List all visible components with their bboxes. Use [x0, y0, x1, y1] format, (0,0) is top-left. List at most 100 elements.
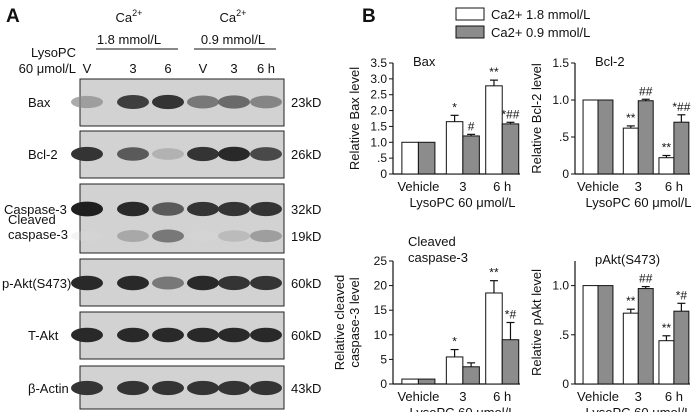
blot-band [152, 229, 184, 243]
blot-box [71, 130, 285, 179]
blot-band [152, 148, 184, 160]
blot-band [218, 146, 250, 162]
bar-ca-09 [637, 288, 654, 385]
blot-band [117, 95, 149, 109]
x-tick-label: 6 h [493, 179, 511, 194]
blot-band [152, 94, 184, 110]
lane-label: 3 [129, 61, 136, 76]
significance-mark: ** [662, 321, 672, 335]
y-axis-label: Relative Bax level [347, 67, 362, 170]
blot-band [218, 201, 250, 217]
x-tick-label: Vehicle [397, 389, 439, 404]
blot-band [250, 380, 282, 396]
y-tick-label: 15 [374, 303, 388, 317]
bar-ca-18 [401, 378, 419, 385]
blot-band [117, 380, 149, 396]
blot-band [218, 327, 250, 343]
y-tick-label: 0 [380, 377, 387, 391]
lane-label: 6 h [257, 61, 275, 76]
bar-ca-09 [462, 366, 480, 385]
group-conc-0: 1.8 mmol/L [97, 32, 161, 47]
x-tick-label: 3 [459, 389, 466, 404]
x-tick-label: 3 [459, 179, 466, 194]
x-tick-label: 6 h [665, 389, 683, 404]
chart-title-line1: Cleaved [408, 234, 456, 249]
treatment-label-2: 60 μmol/L [19, 61, 76, 76]
blot-band [187, 275, 219, 291]
x-tick-label: Vehicle [577, 389, 619, 404]
row-size: 19kD [291, 229, 321, 244]
y-tick-label: 5 [380, 352, 387, 366]
blot-membrane [79, 183, 285, 254]
x-tick-label: Vehicle [577, 179, 619, 194]
row-label: Bax [28, 95, 51, 110]
bar-ca-09 [673, 121, 690, 175]
blot-band [250, 229, 282, 243]
ion-charge: 2+ [236, 8, 246, 18]
row-size: 60kD [291, 276, 321, 291]
x-tick-label: 6 h [665, 179, 683, 194]
blot-band [187, 230, 219, 242]
y-axis-label-line2: caspase-3 level [347, 277, 362, 367]
y-tick-label: 0 [562, 377, 569, 391]
row-label-line1: Cleaved [8, 212, 56, 227]
y-tick-label: 2.0 [370, 104, 387, 118]
significance-mark: * [452, 335, 457, 349]
x-axis-label: LysoPC 60 μmol/L [586, 195, 692, 210]
blot-band [117, 327, 149, 343]
y-tick-label: 0 [562, 167, 569, 181]
group-conc-1: 0.9 mmol/L [201, 32, 265, 47]
lane-label: 3 [230, 61, 237, 76]
ion-symbol: Ca [116, 10, 133, 25]
blot-band [187, 201, 219, 217]
legend-swatch-1 [455, 25, 485, 39]
x-tick-label: Vehicle [397, 179, 439, 194]
row-size: 43kD [291, 381, 321, 396]
x-tick-label: 3 [635, 389, 642, 404]
x-axis-label: LysoPC 60 μmol/L [410, 195, 516, 210]
y-axis-label-line1: Relative cleaved [332, 275, 347, 370]
y-tick-label: 1.0 [370, 135, 387, 149]
row-label: p-Akt(S473) [2, 276, 71, 291]
y-tick-label: .5 [559, 130, 569, 144]
bar-ca-09 [673, 310, 690, 385]
significance-mark: *## [672, 100, 690, 114]
bar-ca-18 [658, 157, 675, 175]
chart-title: Bcl-2 [595, 54, 625, 69]
significance-mark: ** [626, 294, 636, 308]
significance-mark: ** [489, 65, 499, 79]
y-tick-label: 3.5 [370, 56, 387, 70]
significance-mark: ** [626, 111, 636, 125]
blot-band [250, 327, 282, 343]
legend-label-1: Ca2+ 0.9 mmol/L [491, 25, 590, 40]
significance-mark: ## [639, 84, 653, 98]
bar-ca-09 [417, 141, 436, 175]
bar-ca-18 [445, 121, 464, 175]
blot-band [71, 146, 103, 162]
blot-band [152, 327, 184, 343]
chart-0: 0 .5 1.0 1.52.0 2.5 3.0 3.5 Vehicle * #3 ** *## 6 hL… [347, 54, 520, 210]
blot-band [117, 201, 149, 217]
blot-box [71, 365, 285, 410]
blot-band [71, 201, 103, 217]
x-tick-label: 3 [635, 179, 642, 194]
row-label: Caspase-3 [4, 202, 67, 217]
lane-label: V [199, 61, 208, 76]
bar-ca-18 [582, 99, 599, 175]
blot-band [187, 146, 219, 162]
blot-band [152, 380, 184, 396]
legend-label-0: Ca2+ 1.8 mmol/L [491, 7, 590, 22]
bar-ca-18 [582, 285, 599, 385]
blot-band [71, 95, 103, 109]
y-tick-label: 2.5 [370, 88, 387, 102]
significance-mark: ** [662, 141, 672, 155]
y-tick-label: .5 [559, 328, 569, 342]
significance-mark: *## [501, 107, 519, 121]
chart-title: Bax [413, 54, 436, 69]
y-tick-label: 1.5 [552, 56, 569, 70]
bar-ca-18 [485, 85, 503, 175]
